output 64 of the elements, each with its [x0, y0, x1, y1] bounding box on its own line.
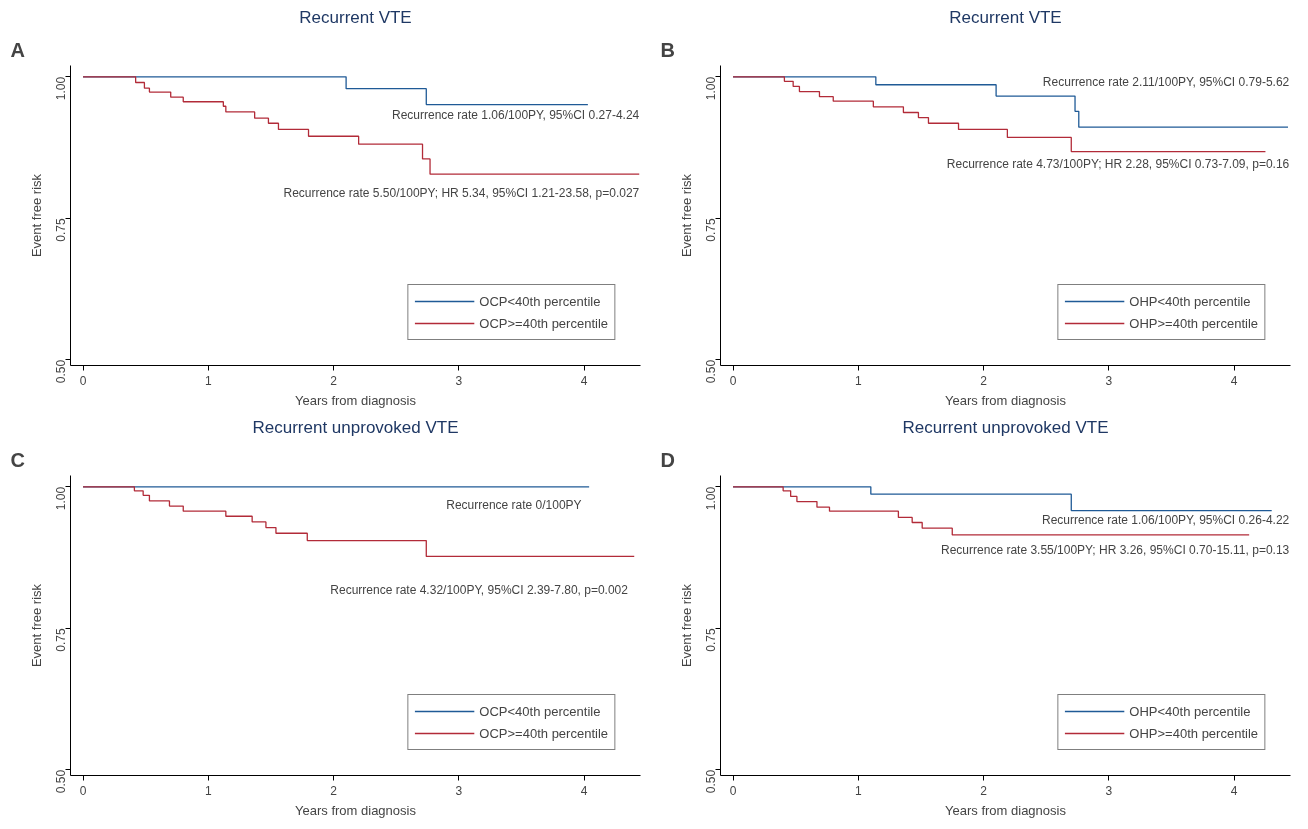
annotation: Recurrence rate 0/100PY — [446, 498, 582, 513]
legend-label: OHP>=40th percentile — [1129, 725, 1258, 741]
y-tick-label: 1.00 — [704, 486, 718, 511]
y-axis-title: Event free risk — [678, 583, 694, 668]
annotation: Recurrence rate 4.32/100PY, 95%CI 2.39-7.80, p=0.002 — [330, 583, 629, 598]
x-axis-title: Years from diagnosis — [295, 392, 417, 408]
x-tick-label: 3 — [455, 783, 463, 798]
text: D — [660, 448, 675, 471]
x-tick-label: 4 — [1230, 783, 1238, 798]
y-tick-label: 0.75 — [54, 218, 68, 242]
legend-label: OHP>=40th percentile — [1129, 315, 1258, 331]
y-tick-label: 0.50 — [54, 769, 68, 794]
x-tick-label: 0 — [79, 783, 87, 798]
y-axis-title: Event free risk — [28, 583, 44, 668]
y-tick-label: 1.00 — [54, 486, 68, 511]
chart-title: Recurrent VTE — [299, 7, 412, 27]
x-tick-label: 3 — [1105, 783, 1113, 798]
x-tick-label: 2 — [980, 783, 988, 798]
annotation: Recurrence rate 5.50/100PY; HR 5.34, 95%CI 1.21-23.58, p=0.027 — [283, 186, 640, 201]
legend-label: OCP>=40th percentile — [479, 725, 608, 741]
y-axis-title: Event free risk — [678, 173, 694, 258]
x-tick-label: 2 — [330, 373, 338, 388]
annotation: Recurrence rate 1.06/100PY, 95%CI 0.26-4.22 — [1041, 513, 1290, 528]
x-tick-label: 4 — [1230, 373, 1238, 388]
y-tick-label: 0.50 — [54, 359, 68, 384]
chart-title: Recurrent unprovoked VTE — [902, 417, 1109, 437]
chart-title: Recurrent VTE — [949, 7, 1062, 27]
x-tick-label: 3 — [455, 373, 463, 388]
text: C — [10, 448, 25, 471]
x-tick-label: 1 — [204, 373, 212, 388]
legend-label: OCP>=40th percentile — [479, 315, 608, 331]
text: B — [660, 38, 675, 61]
chart-title: Recurrent unprovoked VTE — [252, 417, 459, 437]
x-tick-label: 4 — [580, 373, 588, 388]
x-tick-label: 1 — [854, 373, 862, 388]
y-tick-label: 0.75 — [704, 628, 718, 652]
annotation: Recurrence rate 1.06/100PY, 95%CI 0.27-4.24 — [391, 107, 640, 122]
x-tick-label: 3 — [1105, 373, 1113, 388]
x-tick-label: 0 — [729, 783, 737, 798]
x-axis-title: Years from diagnosis — [945, 802, 1067, 818]
annotation: Recurrence rate 4.73/100PY; HR 2.28, 95%CI 0.73-7.09, p=0.16 — [946, 157, 1290, 172]
y-tick-label: 1.00 — [54, 76, 68, 101]
text: A — [10, 38, 25, 61]
annotation: Recurrence rate 2.11/100PY, 95%CI 0.79-5.62 — [1042, 75, 1290, 90]
annotation: Recurrence rate 3.55/100PY; HR 3.26, 95%CI 0.70-15.11, p=0.13 — [941, 543, 1290, 558]
legend-label: OCP<40th percentile — [479, 703, 601, 719]
y-tick-label: 1.00 — [704, 76, 718, 101]
legend-label: OHP<40th percentile — [1129, 293, 1251, 309]
x-tick-label: 2 — [330, 783, 338, 798]
y-axis-title: Event free risk — [28, 173, 44, 258]
x-tick-label: 2 — [980, 373, 988, 388]
y-tick-label: 0.75 — [704, 218, 718, 242]
x-tick-label: 4 — [580, 783, 588, 798]
legend-label: OCP<40th percentile — [479, 293, 601, 309]
x-tick-label: 0 — [79, 373, 87, 388]
x-tick-label: 1 — [204, 783, 212, 798]
y-tick-label: 0.75 — [54, 628, 68, 652]
y-tick-label: 0.50 — [704, 769, 718, 794]
x-tick-label: 1 — [854, 783, 862, 798]
x-axis-title: Years from diagnosis — [295, 802, 417, 818]
legend-label: OHP<40th percentile — [1129, 703, 1251, 719]
x-tick-label: 0 — [729, 373, 737, 388]
x-axis-title: Years from diagnosis — [945, 392, 1067, 408]
y-tick-label: 0.50 — [704, 359, 718, 384]
